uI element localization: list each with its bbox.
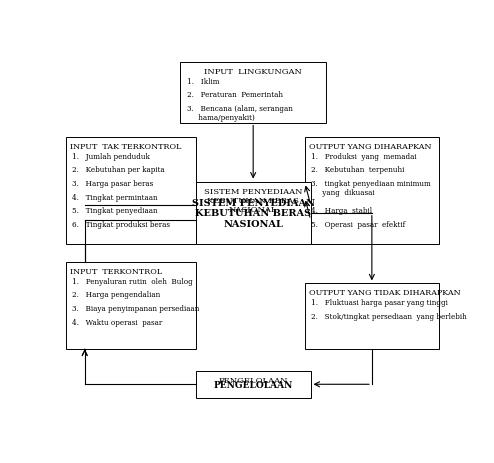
Text: 3.   Biaya penyimpanan persediaan: 3. Biaya penyimpanan persediaan: [72, 304, 199, 313]
Text: OUTPUT YANG DIHARAPKAN: OUTPUT YANG DIHARAPKAN: [309, 143, 432, 150]
Text: 1.   Iklim: 1. Iklim: [187, 78, 219, 86]
Text: 3.   tingkat penyediaan minimum
     yang  dikuasai: 3. tingkat penyediaan minimum yang dikua…: [311, 180, 431, 197]
Text: 5.   Operasi  pasar  efektif: 5. Operasi pasar efektif: [311, 220, 405, 228]
FancyBboxPatch shape: [180, 63, 326, 123]
Text: 2.   Kebutuhan per kapita: 2. Kebutuhan per kapita: [72, 166, 165, 174]
Text: 1.   Jumlah penduduk: 1. Jumlah penduduk: [72, 152, 150, 161]
Text: 2.   Harga pengendalian: 2. Harga pengendalian: [72, 291, 160, 299]
Text: 1.   Penyaluran rutin  oleh  Bulog: 1. Penyaluran rutin oleh Bulog: [72, 277, 193, 285]
Text: 4.   Waktu operasi  pasar: 4. Waktu operasi pasar: [72, 318, 162, 326]
Text: 6.   Tingkat produksi beras: 6. Tingkat produksi beras: [72, 220, 170, 228]
FancyBboxPatch shape: [196, 371, 311, 398]
Text: 3.   Bencana (alam, serangan
     hama/penyakit): 3. Bencana (alam, serangan hama/penyakit…: [187, 105, 292, 122]
Text: 5.   Tingkat penyediaan: 5. Tingkat penyediaan: [72, 206, 157, 215]
FancyBboxPatch shape: [66, 263, 196, 350]
Text: PENGELOLAAN: PENGELOLAAN: [213, 380, 293, 389]
Text: 1.   Fluktuasi harga pasar yang tinggi: 1. Fluktuasi harga pasar yang tinggi: [311, 299, 448, 307]
Text: SISTEM PENYEDIAAN
KEBUTUHAN BERAS
NASIONAL: SISTEM PENYEDIAAN KEBUTUHAN BERAS NASION…: [192, 199, 315, 228]
Text: 4.   Harga  stabil: 4. Harga stabil: [311, 206, 372, 215]
Text: OUTPUT YANG TIDAK DIHARAPKAN: OUTPUT YANG TIDAK DIHARAPKAN: [309, 289, 461, 297]
FancyBboxPatch shape: [196, 182, 311, 244]
Text: 1.   Produksi  yang  memadai: 1. Produksi yang memadai: [311, 152, 416, 161]
Text: INPUT  TERKONTROL: INPUT TERKONTROL: [70, 267, 163, 275]
FancyBboxPatch shape: [66, 138, 196, 244]
Text: 4.   Tingkat permintaan: 4. Tingkat permintaan: [72, 193, 157, 201]
Text: INPUT  LINGKUNGAN: INPUT LINGKUNGAN: [204, 68, 302, 75]
FancyBboxPatch shape: [305, 284, 439, 350]
FancyBboxPatch shape: [305, 138, 439, 244]
Text: 2.   Stok/tingkat persediaan  yang berlebih: 2. Stok/tingkat persediaan yang berlebih: [311, 312, 467, 320]
Text: 3.   Harga pasar beras: 3. Harga pasar beras: [72, 180, 153, 188]
Text: INPUT  TAK TERKONTROL: INPUT TAK TERKONTROL: [70, 143, 182, 150]
Text: PENGELOLAAN: PENGELOLAAN: [218, 376, 288, 384]
Text: SISTEM PENYEDIAAN
KEBUTUHAN BERAS
NASIONAL: SISTEM PENYEDIAAN KEBUTUHAN BERAS NASION…: [204, 187, 302, 213]
Text: 2.   Kebutuhan  terpenuhi: 2. Kebutuhan terpenuhi: [311, 166, 405, 174]
Text: 2.   Peraturan  Pemerintah: 2. Peraturan Pemerintah: [187, 91, 283, 99]
